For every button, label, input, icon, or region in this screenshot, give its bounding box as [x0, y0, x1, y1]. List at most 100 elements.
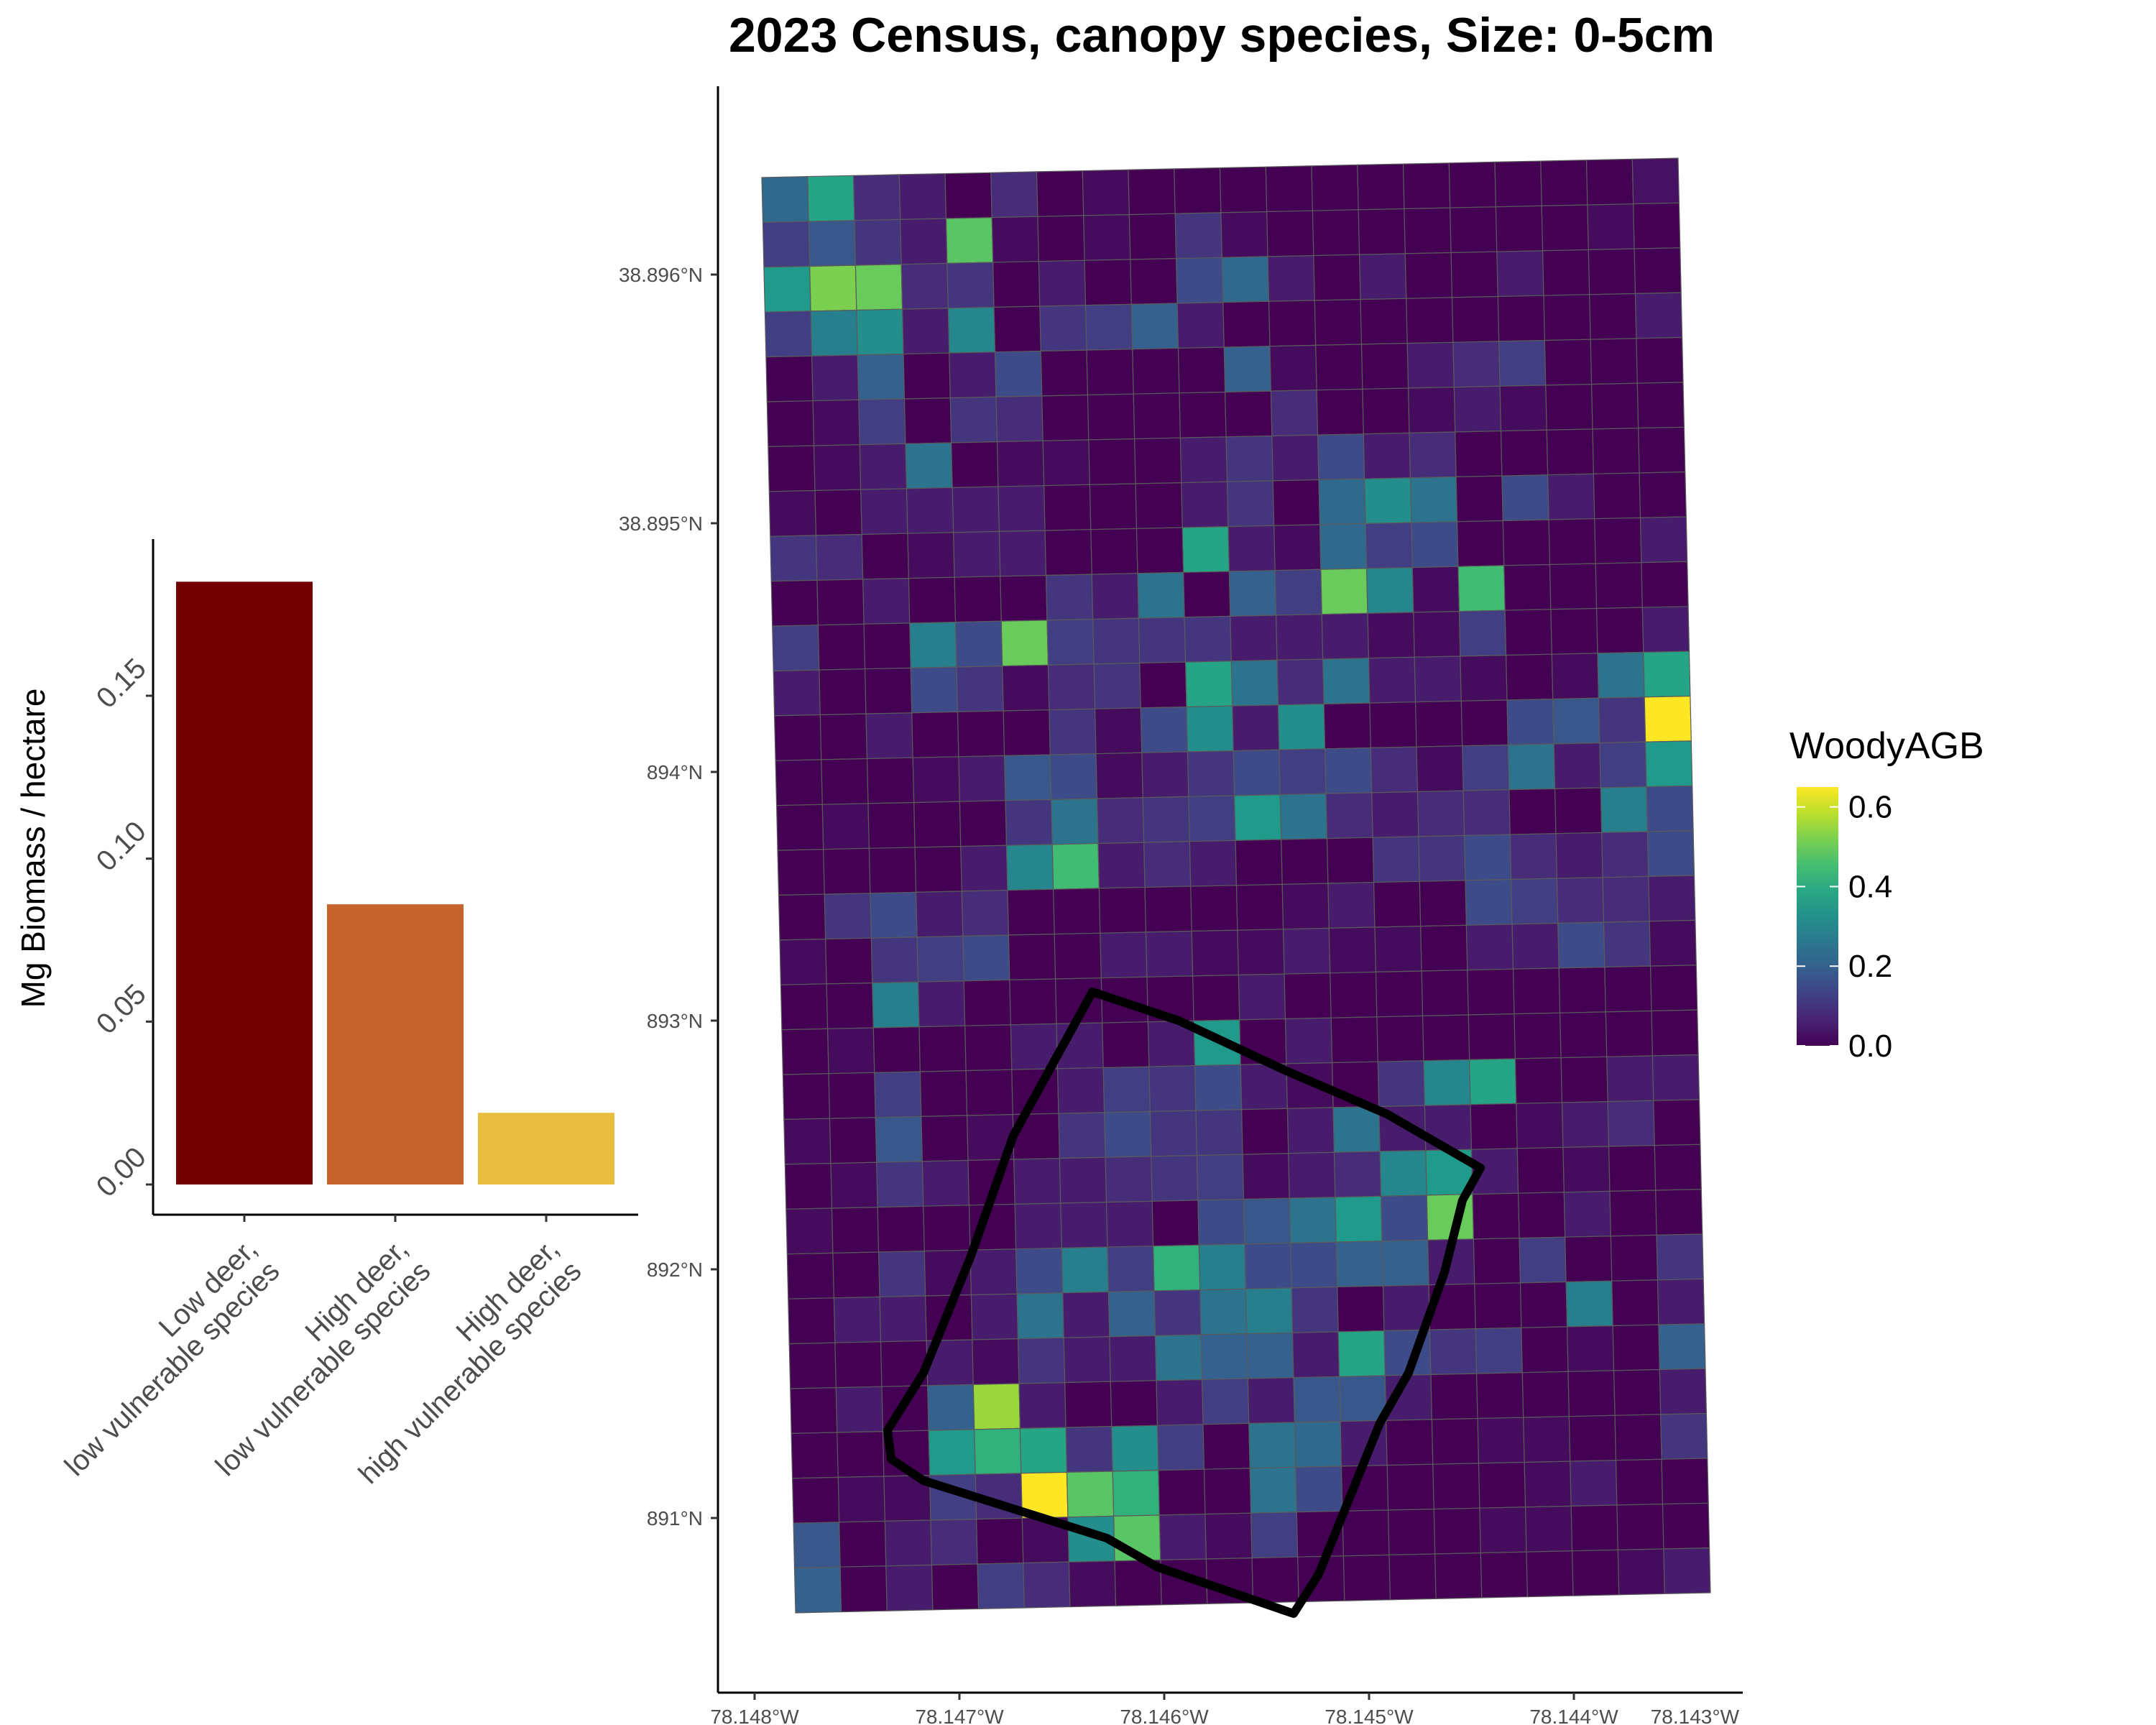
- heatmap-cell: [900, 218, 948, 265]
- heatmap-cell: [1590, 382, 1639, 430]
- heatmap-cell: [1611, 1279, 1659, 1327]
- heatmap-cell: [866, 757, 915, 804]
- heatmap-cell: [1326, 837, 1375, 884]
- heatmap-cell: [1132, 347, 1180, 395]
- heatmap-cell: [952, 486, 1000, 533]
- heatmap-cell: [1335, 1241, 1384, 1288]
- heatmap-cell: [1014, 1202, 1062, 1250]
- heatmap-cells: [761, 157, 1711, 1614]
- heatmap-cell: [1599, 741, 1647, 788]
- heatmap-cell: [1086, 349, 1134, 396]
- heatmap-cell: [1462, 744, 1510, 791]
- heatmap-cell: [958, 755, 1006, 802]
- heatmap-cell: [823, 847, 871, 895]
- heatmap-cell: [921, 1115, 969, 1162]
- heatmap-cell: [1474, 1282, 1522, 1330]
- heatmap-cell: [1154, 1334, 1203, 1381]
- heatmap-cell: [1002, 664, 1050, 712]
- heatmap-cell: [814, 489, 862, 536]
- heatmap-cell: [1112, 1469, 1160, 1517]
- heatmap-cell: [923, 1205, 971, 1252]
- heatmap-cell: [1643, 650, 1691, 698]
- heatmap-cell: [959, 800, 1008, 847]
- heatmap-cell: [1291, 1286, 1339, 1333]
- heatmap-cell: [1036, 170, 1084, 217]
- heatmap-cell: [782, 1073, 831, 1121]
- heatmap-cell: [1363, 432, 1411, 479]
- heatmap-cell: [1561, 1100, 1610, 1149]
- heatmap-cell: [1047, 663, 1096, 711]
- heatmap-cell: [854, 264, 903, 311]
- heatmap-cell: [828, 1072, 876, 1119]
- heatmap-cell: [861, 533, 910, 580]
- heatmap-cell: [1565, 1280, 1613, 1328]
- heatmap-cell: [1235, 883, 1284, 931]
- heatmap-cell: [903, 352, 951, 400]
- heatmap-cell: [998, 485, 1046, 533]
- heatmap-cell: [1387, 1508, 1436, 1556]
- heatmap-cell: [1433, 1507, 1481, 1555]
- heatmap-cell: [1558, 966, 1606, 1013]
- heatmap-cell: [1204, 1512, 1253, 1560]
- heatmap-cell: [1009, 978, 1057, 1026]
- heatmap-cell: [1017, 1337, 1066, 1384]
- heatmap-cell: [761, 175, 809, 224]
- heatmap-cell: [1368, 656, 1416, 704]
- bar-1: [176, 581, 313, 1184]
- heatmap-cell: [854, 218, 902, 266]
- heatmap-cell: [1005, 799, 1053, 846]
- heatmap-cell: [1633, 202, 1681, 249]
- heatmap-cell: [1657, 1278, 1705, 1325]
- heatmap-cell: [1281, 883, 1330, 930]
- heatmap-cell: [1139, 661, 1187, 709]
- heatmap-cell: [1188, 795, 1236, 842]
- heatmap-cell: [962, 934, 1010, 982]
- heatmap-cell: [1084, 303, 1133, 351]
- heatmap-cell: [1423, 1059, 1471, 1106]
- heatmap-cell: [927, 1384, 975, 1431]
- heatmap-cell: [1286, 1107, 1335, 1154]
- heatmap-cell: [1049, 753, 1098, 801]
- heatmap-cell: [775, 804, 824, 851]
- heatmap-cell: [870, 891, 918, 939]
- heatmap-cell: [1543, 294, 1591, 341]
- heatmap-cell: [1175, 257, 1224, 304]
- heatmap-cell: [821, 803, 870, 850]
- heatmap-cell: [1145, 930, 1194, 978]
- heatmap-cell: [1409, 431, 1457, 479]
- heatmap-cell: [1516, 1102, 1564, 1149]
- heatmap-cell: [1151, 1154, 1199, 1202]
- heatmap-cell: [1421, 969, 1469, 1017]
- map-x-tick-label: 78.144°W: [1529, 1706, 1618, 1725]
- heatmap-cell: [832, 1251, 880, 1299]
- heatmap-cell: [1128, 168, 1176, 216]
- heatmap-cell: [1570, 1460, 1618, 1507]
- heatmap-cell: [930, 1518, 978, 1566]
- heatmap-cell: [1448, 161, 1497, 208]
- heatmap-cell: [974, 1427, 1022, 1475]
- heatmap-cell: [1542, 249, 1590, 296]
- heatmap-cell: [1651, 1009, 1699, 1057]
- heatmap-cell: [1250, 1512, 1299, 1559]
- heatmap-cell: [1594, 517, 1642, 564]
- heatmap-cell: [1342, 1509, 1390, 1557]
- heatmap-cell: [1279, 748, 1327, 796]
- heatmap-cell: [993, 305, 1041, 353]
- heatmap-cell: [1660, 1412, 1708, 1460]
- heatmap-cell: [1450, 251, 1498, 298]
- heatmap-cell: [906, 487, 954, 534]
- heatmap-cell: [1063, 1336, 1111, 1384]
- heatmap-cell: [1091, 573, 1140, 620]
- heatmap-cell: [1051, 842, 1100, 890]
- heatmap-cell: [778, 893, 826, 941]
- heatmap-cell: [1541, 204, 1589, 252]
- bar-bars: [176, 581, 614, 1184]
- heatmap-cell: [863, 622, 911, 670]
- heatmap-cell: [1376, 1015, 1424, 1062]
- heatmap-cell: [1430, 1373, 1478, 1420]
- heatmap-cell: [1232, 704, 1280, 752]
- heatmap-cell: [1277, 703, 1326, 750]
- heatmap-cell: [1190, 885, 1238, 932]
- heatmap-cell: [786, 1252, 835, 1300]
